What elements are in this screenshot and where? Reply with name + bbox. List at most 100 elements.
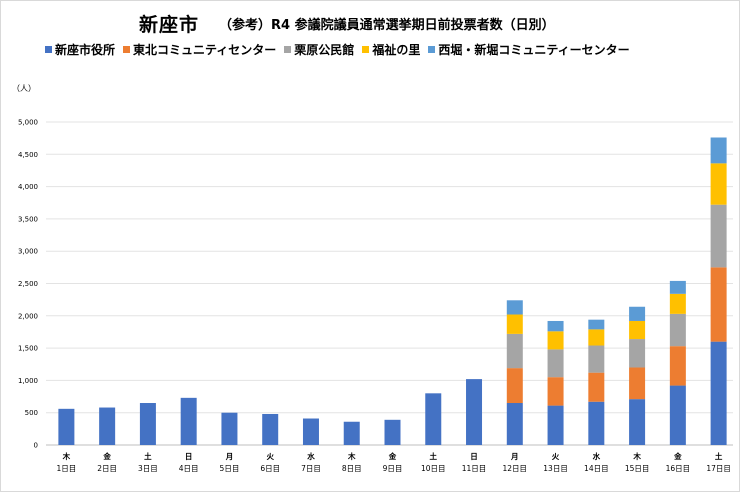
y-axis-unit-label: （人） [12, 84, 36, 93]
legend-swatch-kurihara [284, 46, 292, 53]
y-tick-label-5000: 5,000 [18, 119, 38, 127]
bar-12日目-series-2 [506, 333, 523, 369]
bar-16日目-series-4 [669, 280, 686, 294]
bar-13日目-series-3 [547, 331, 564, 350]
legend-label-shiyakusho: 新座市役所 [55, 43, 116, 57]
bar-14日目-series-0 [588, 401, 605, 445]
bar-14日目-series-4 [588, 319, 605, 330]
x-day-label-13: 水 [593, 451, 601, 461]
legend-swatch-tohoku [123, 46, 131, 53]
x-day-label-14: 木 [632, 451, 641, 461]
x-day-label-9: 土 [430, 451, 438, 461]
x-day-label-7: 木 [347, 451, 356, 461]
x-category-label-15: 16日目 [666, 464, 691, 473]
legend-swatch-nishibori [428, 46, 436, 53]
x-category-label-16: 17日目 [706, 464, 731, 473]
bar-15日目-series-1 [629, 367, 646, 400]
bar-15日目-series-4 [629, 306, 646, 321]
y-tick-label-2500: 2,500 [18, 280, 38, 288]
bar-12日目-series-3 [506, 314, 523, 334]
bar-12日目-series-1 [506, 368, 523, 404]
bar-8日目-series-0 [343, 421, 360, 445]
legend-swatch-shiyakusho [45, 46, 52, 53]
bar-13日目-series-4 [547, 320, 564, 332]
bar-17日目-series-3 [710, 163, 727, 205]
x-category-label-6: 7日目 [301, 464, 321, 473]
legend-entry-fukushi: 福祉の里 [362, 41, 420, 58]
bar-6日目-series-0 [262, 413, 279, 445]
x-day-label-5: 火 [266, 452, 274, 461]
y-tick-label-2000: 2,000 [18, 312, 38, 320]
bar-2日目-series-0 [99, 407, 116, 445]
bar-14日目-series-3 [588, 329, 605, 346]
bar-4日目-series-0 [180, 397, 197, 445]
x-day-label-4: 月 [225, 452, 234, 461]
x-day-label-2: 土 [144, 451, 152, 461]
x-category-label-4: 5日目 [220, 464, 240, 473]
bar-16日目-series-1 [669, 346, 686, 386]
bar-16日目-series-2 [669, 313, 686, 347]
x-day-label-6: 水 [307, 451, 315, 461]
legend-entry-nishibori: 西堀・新堀コミュニティーセンター [428, 41, 630, 58]
bar-15日目-series-0 [629, 399, 646, 445]
bar-14日目-series-1 [588, 372, 605, 402]
x-day-label-1: 金 [102, 451, 111, 461]
bar-17日目-series-1 [710, 267, 727, 342]
bar-16日目-series-0 [669, 385, 686, 445]
bar-14日目-series-2 [588, 345, 605, 373]
bar-11日目-series-0 [466, 379, 483, 445]
bar-9日目-series-0 [384, 419, 401, 445]
legend-entry-tohoku: 東北コミュニティセンター [123, 41, 276, 58]
legend-label-tohoku: 東北コミュニティセンター [133, 43, 277, 57]
y-tick-label-1000: 1,000 [18, 377, 38, 385]
x-category-label-13: 14日目 [584, 464, 609, 473]
x-category-label-14: 15日目 [625, 464, 650, 473]
y-tick-label-4000: 4,000 [18, 183, 38, 191]
x-category-label-2: 3日目 [138, 464, 158, 473]
bar-3日目-series-0 [139, 403, 156, 445]
bar-12日目-series-0 [506, 403, 523, 445]
x-day-label-8: 金 [388, 451, 397, 461]
x-category-label-1: 2日目 [97, 464, 117, 473]
bar-13日目-series-2 [547, 349, 564, 378]
x-category-label-5: 6日目 [260, 464, 280, 473]
legend-label-nishibori: 西堀・新堀コミュニティーセンター [438, 43, 630, 57]
legend-label-kurihara: 栗原公民館 [294, 43, 355, 57]
chart-title-main: 新座市 [139, 14, 200, 36]
legend-entry-shiyakusho: 新座市役所 [45, 41, 115, 58]
x-category-label-10: 11日目 [462, 464, 487, 473]
y-tick-label-3000: 3,000 [18, 248, 38, 256]
bar-1日目-series-0 [58, 408, 75, 445]
bar-15日目-series-2 [629, 339, 646, 368]
x-category-label-0: 1日目 [56, 464, 76, 473]
x-category-label-7: 8日目 [342, 464, 362, 473]
x-day-label-12: 火 [552, 452, 560, 461]
x-day-label-3: 日 [185, 452, 193, 461]
y-tick-label-0: 0 [34, 442, 38, 450]
x-category-label-8: 9日目 [383, 464, 403, 473]
x-day-label-16: 土 [715, 451, 723, 461]
legend-label-fukushi: 福祉の里 [372, 43, 421, 57]
legend-swatch-fukushi [362, 46, 370, 53]
x-day-label-0: 木 [62, 451, 71, 461]
chart-legend: 新座市役所 東北コミュニティセンター 栗原公民館 福祉の里 西堀・新堀コミュニテ… [45, 41, 630, 58]
x-category-label-12: 13日目 [543, 464, 568, 473]
bar-13日目-series-1 [547, 377, 564, 406]
chart-title-sub: （参考）R4 参議院議員通常選挙期日前投票者数（日別） [219, 18, 555, 33]
bar-17日目-series-2 [710, 204, 727, 268]
y-tick-label-500: 500 [25, 409, 38, 417]
x-category-label-11: 12日目 [503, 464, 528, 473]
bar-17日目-series-0 [710, 341, 727, 445]
x-day-label-15: 金 [673, 451, 682, 461]
bar-10日目-series-0 [425, 393, 442, 445]
bar-5日目-series-0 [221, 412, 238, 445]
bar-16日目-series-3 [669, 293, 686, 314]
x-day-label-11: 月 [510, 452, 519, 461]
bar-17日目-series-4 [710, 137, 727, 164]
y-tick-label-3500: 3,500 [18, 215, 38, 223]
x-category-label-3: 4日目 [179, 464, 199, 473]
bar-12日目-series-4 [506, 300, 523, 315]
bar-13日目-series-0 [547, 405, 564, 445]
